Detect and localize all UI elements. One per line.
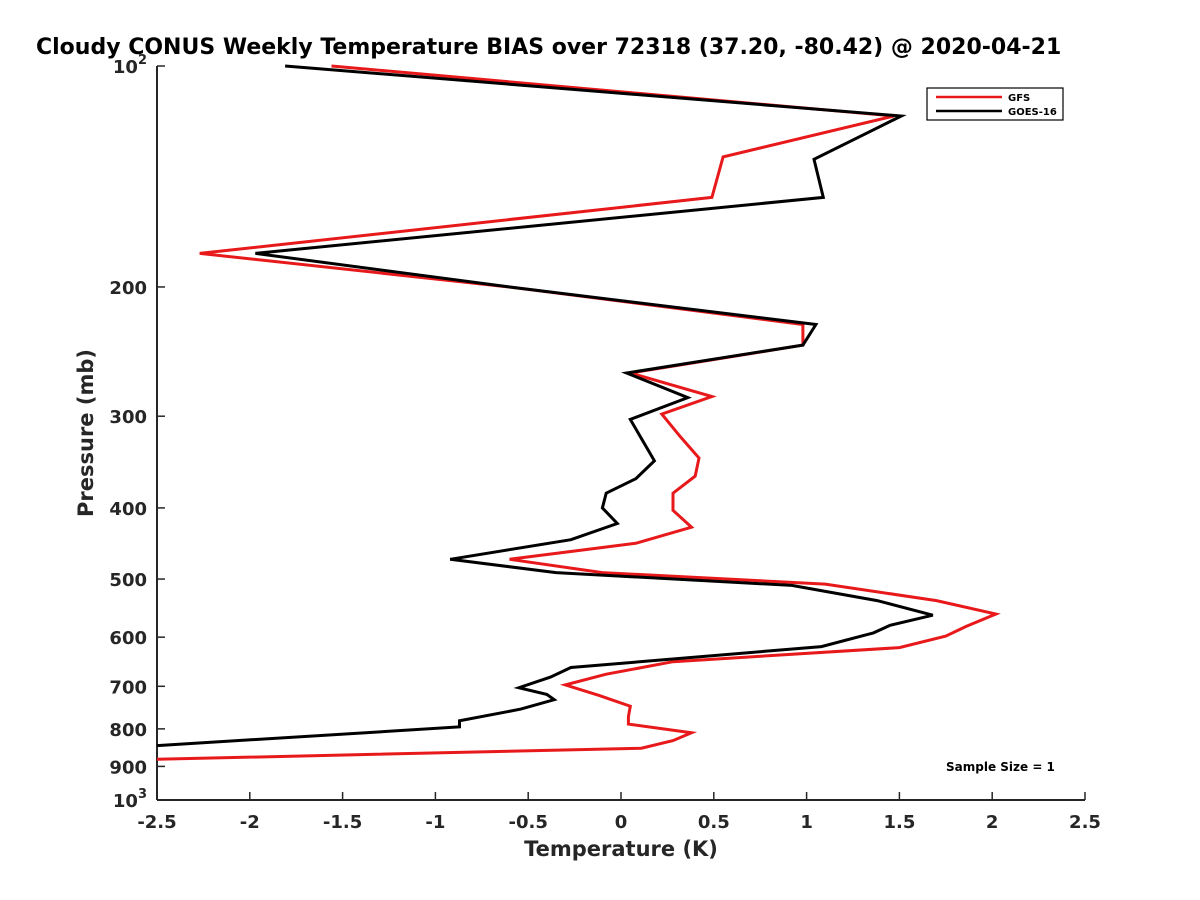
y-tick-label: 102 — [113, 53, 147, 78]
x-tick-label: 0.5 — [698, 812, 730, 833]
x-tick-label: 1 — [800, 812, 813, 833]
sample-size-annotation: Sample Size = 1 — [946, 760, 1055, 774]
x-tick-label: 0 — [615, 812, 628, 833]
y-tick-label: 200 — [109, 278, 147, 299]
x-axis-label: Temperature (K) — [524, 837, 718, 861]
legend: GFS GOES-16 — [926, 87, 1064, 121]
x-tick-label: -1.5 — [323, 812, 362, 833]
series-line-goes16 — [156, 64, 934, 748]
y-tick-label: 900 — [109, 757, 147, 778]
axes — [156, 66, 1085, 801]
y-tick-label: 500 — [109, 570, 147, 591]
y-tick-label: 300 — [109, 407, 147, 428]
y-axis-label: Pressure (mb) — [74, 349, 98, 517]
x-ticks: -2.5 -2 -1.5 -1 -0.5 0 0.5 1 1.5 2 2.5 — [137, 792, 1101, 833]
x-tick-label: 1.5 — [883, 812, 915, 833]
y-tick-label: 600 — [109, 628, 147, 649]
legend-box — [926, 87, 1064, 121]
y-tick-label: 103 — [113, 787, 147, 812]
y-tick-label: 800 — [109, 720, 147, 741]
y-tick-label: 400 — [109, 499, 147, 520]
chart-title: Cloudy CONUS Weekly Temperature BIAS ove… — [36, 35, 1061, 60]
y-tick-label: 700 — [109, 677, 147, 698]
x-tick-label: 2 — [986, 812, 999, 833]
x-tick-label: -2.5 — [137, 812, 176, 833]
x-tick-label: -0.5 — [509, 812, 548, 833]
x-tick-label: -2 — [240, 812, 260, 833]
x-tick-label: -1 — [425, 812, 445, 833]
series-line-gfs — [156, 64, 1001, 761]
x-tick-label: 2.5 — [1069, 812, 1101, 833]
legend-label-gfs: GFS — [1008, 93, 1030, 104]
series-layer — [156, 64, 1001, 761]
legend-label-goes16: GOES-16 — [1008, 107, 1057, 118]
y-ticks: 102 200 300 400 500 600 700 800 900 103 — [109, 53, 165, 812]
